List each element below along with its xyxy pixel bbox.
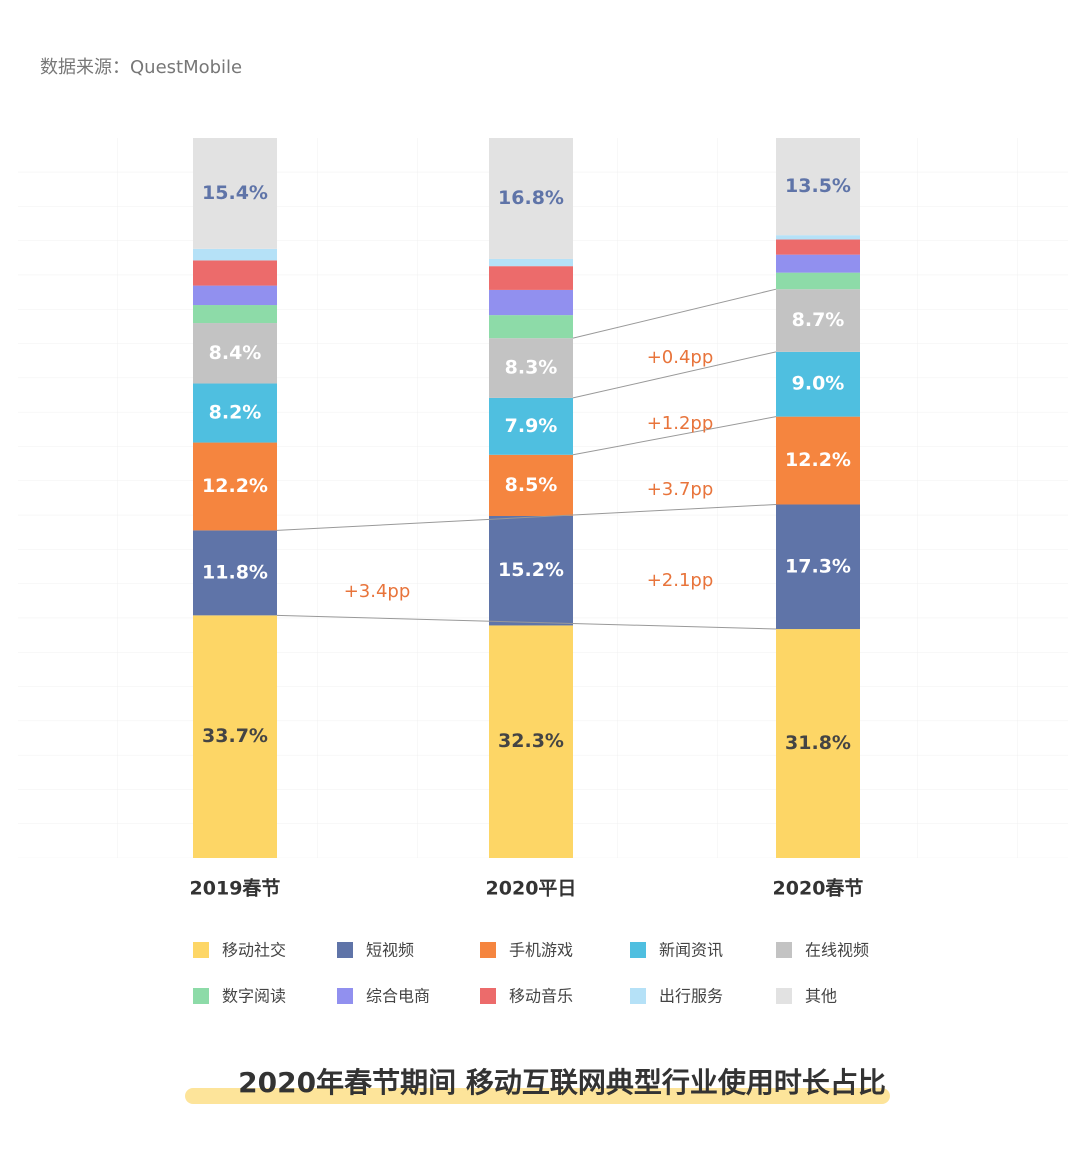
bar-segment <box>193 442 277 531</box>
legend-label: 在线视频 <box>805 941 869 960</box>
annotation: +0.4pp <box>647 347 714 368</box>
x-tick-label: 2019春节 <box>190 877 281 900</box>
bar-segment <box>193 383 277 443</box>
legend-label: 综合电商 <box>366 987 430 1006</box>
value-label: 13.5% <box>785 175 851 197</box>
bar-segment <box>776 629 860 858</box>
bar-segment <box>193 285 277 306</box>
legend-label: 移动社交 <box>222 941 286 960</box>
connector-line <box>572 351 777 399</box>
value-label: 31.8% <box>785 732 851 754</box>
bar-segment <box>776 416 860 505</box>
value-label: 8.2% <box>209 402 262 424</box>
value-label: 8.4% <box>209 342 262 364</box>
annotation: +1.2pp <box>647 413 714 434</box>
bar-segment <box>489 338 573 398</box>
source: 数据来源：QuestMobile <box>40 57 242 78</box>
chart-title: 2020年春节期间 移动互联网典型行业使用时长占比 <box>238 1066 886 1099</box>
bar-segment <box>776 289 860 352</box>
legend-swatch <box>337 988 353 1004</box>
title-highlight <box>185 1088 890 1104</box>
value-label: 16.8% <box>498 187 564 209</box>
bar-segment <box>193 305 277 324</box>
value-label: 17.3% <box>785 555 851 577</box>
value-label: 8.7% <box>792 309 845 331</box>
bar-segment <box>489 397 573 455</box>
connector-line <box>572 416 777 456</box>
value-label: 15.4% <box>202 182 268 204</box>
bar-segment <box>489 315 573 339</box>
annotation: +2.1pp <box>647 570 714 591</box>
bar-segment <box>776 351 860 417</box>
value-label: 8.5% <box>505 474 558 496</box>
bar-segment <box>489 266 573 290</box>
bar-segment <box>776 235 860 240</box>
legend-label: 出行服务 <box>659 987 723 1006</box>
bar-segment <box>193 248 277 261</box>
legend-label: 手机游戏 <box>509 941 573 960</box>
bar-segment <box>193 530 277 616</box>
x-tick-label: 2020平日 <box>486 878 577 900</box>
bar-segment <box>776 504 860 630</box>
bar-segment <box>776 272 860 290</box>
value-label: 8.3% <box>505 357 558 379</box>
connector-line <box>276 503 777 531</box>
legend-label: 其他 <box>805 987 837 1006</box>
annotation: +3.4pp <box>344 581 411 602</box>
bar-segment <box>489 516 573 626</box>
connector-line <box>276 614 777 630</box>
value-label: 12.2% <box>785 449 851 471</box>
connector-line <box>572 288 777 339</box>
legend-swatch <box>776 988 792 1004</box>
legend-swatch <box>630 942 646 958</box>
bar-segment <box>489 289 573 316</box>
legend-swatch <box>193 988 209 1004</box>
legend-swatch <box>776 942 792 958</box>
value-label: 33.7% <box>202 725 268 747</box>
bar-segment <box>489 454 573 516</box>
legend-label: 数字阅读 <box>222 987 286 1006</box>
value-label: 12.2% <box>202 475 268 497</box>
bar-segment <box>776 254 860 273</box>
legend-swatch <box>193 942 209 958</box>
legend-label: 新闻资讯 <box>659 941 723 960</box>
legend-swatch <box>630 988 646 1004</box>
bar-segment <box>193 260 277 286</box>
legend-swatch <box>480 988 496 1004</box>
x-tick-label: 2020春节 <box>773 877 864 900</box>
bar-segment <box>776 239 860 255</box>
bar-segment <box>193 138 277 249</box>
bar-segment <box>489 258 573 267</box>
legend-label: 移动音乐 <box>509 987 573 1006</box>
value-label: 32.3% <box>498 730 564 752</box>
value-label: 9.0% <box>792 373 845 395</box>
bar-segment <box>489 138 573 259</box>
bar-segment <box>489 625 573 858</box>
value-label: 15.2% <box>498 559 564 581</box>
legend-label: 短视频 <box>366 941 414 960</box>
legend-swatch <box>480 942 496 958</box>
annotation: +3.7pp <box>647 479 714 500</box>
value-label: 11.8% <box>202 561 268 583</box>
bar-segment <box>776 138 860 236</box>
legend-swatch <box>337 942 353 958</box>
bar-segment <box>193 615 277 858</box>
bar-segment <box>193 323 277 384</box>
value-label: 7.9% <box>505 415 558 437</box>
